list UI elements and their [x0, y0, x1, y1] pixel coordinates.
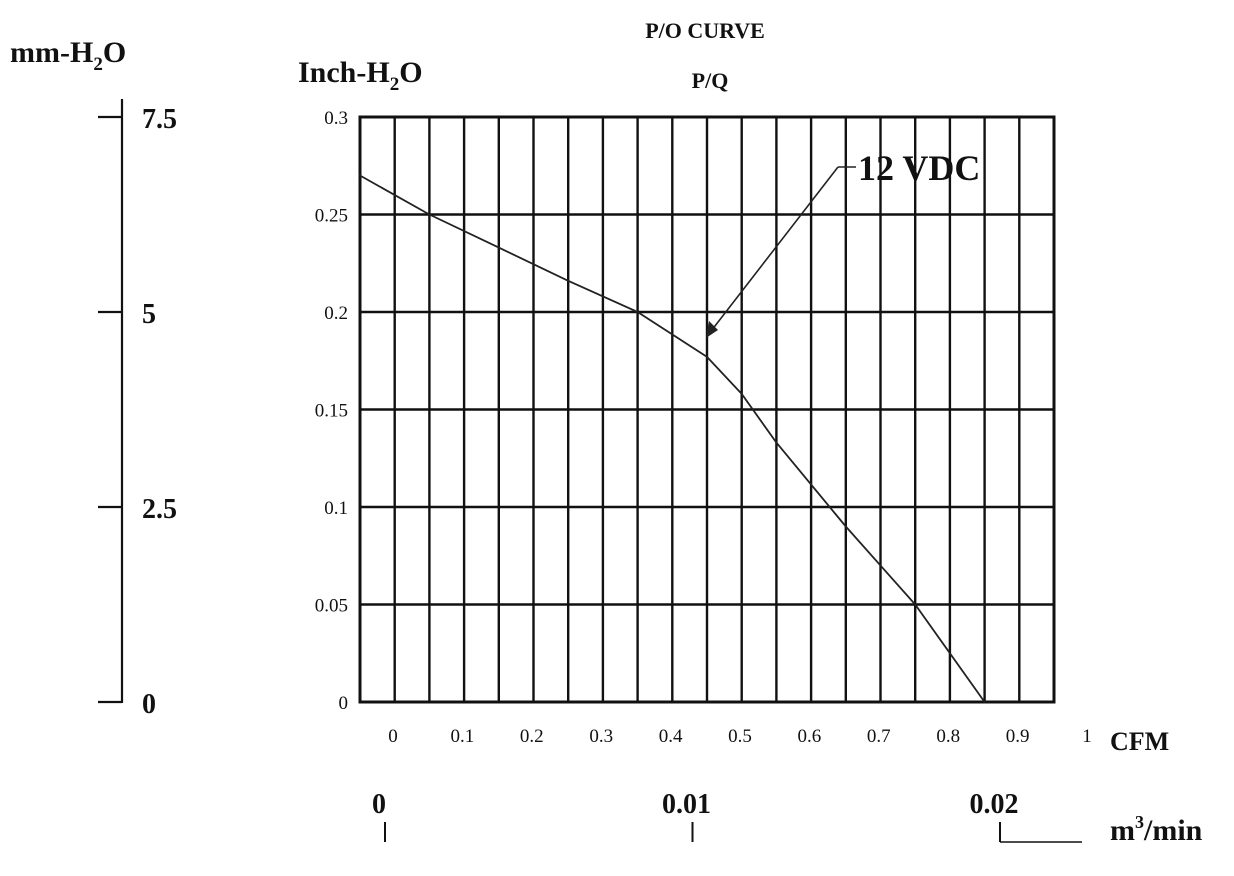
data-point [567, 280, 569, 282]
y-tick-label: 0 [339, 693, 349, 714]
secondary-y-tick-label: 5 [142, 299, 156, 330]
x-axis-label: CFM [1110, 727, 1169, 756]
series-annotation-label: 12 VDC [858, 148, 980, 188]
x-tick-label: 0.9 [1006, 726, 1030, 747]
x-tick-label: 0.2 [520, 726, 544, 747]
data-point [498, 246, 500, 249]
y-axis-label: Inch-H2O [298, 56, 423, 95]
x-tick-label: 0.7 [867, 726, 891, 747]
x-tick-label: 0.5 [728, 726, 752, 747]
secondary-x-axis-label: m3/min [1110, 812, 1203, 847]
secondary-y-tick-label: 7.5 [142, 104, 177, 135]
y-tick-label: 0.1 [324, 498, 348, 519]
secondary-y-axis-label: mm-H2O [10, 36, 126, 75]
data-point [845, 525, 847, 528]
chart-subtitle: P/Q [692, 68, 729, 93]
x-tick-label: 0.8 [936, 726, 960, 747]
x-tick-label: 0.6 [798, 726, 822, 747]
secondary-x-tick-label: 0.01 [662, 789, 711, 820]
data-point [636, 311, 639, 313]
secondary-x-tick-label: 0 [372, 789, 386, 820]
y-tick-label: 0.2 [324, 303, 348, 324]
y-tick-label: 0.25 [315, 206, 348, 227]
series-layer [359, 174, 986, 703]
secondary-x-tick-label: 0.02 [970, 789, 1019, 820]
secondary-y-tick-label: 2.5 [142, 494, 177, 525]
data-point [359, 174, 361, 177]
data-point [740, 393, 743, 395]
secondary-y-tick-label: 0 [142, 689, 156, 720]
data-point [914, 603, 916, 606]
y-tick-label: 0.15 [315, 401, 348, 422]
chart-title: P/O CURVE [645, 18, 765, 43]
axis-ticks: 0 0.1 0.2 0.3 0.4 0.5 0.6 0.7 0.8 0.9 1 0 0.05 0.1 0.1… [98, 99, 1092, 843]
x-tick-label: 1 [1082, 726, 1092, 747]
annotation-leader-line [707, 166, 839, 336]
annotation-arrowhead [706, 321, 718, 338]
y-tick-label: 0.3 [324, 108, 348, 129]
x-tick-label: 0.1 [451, 726, 475, 747]
x-tick-label: 0 [388, 726, 398, 747]
y-tick-label: 0.05 [315, 596, 348, 617]
data-point [775, 441, 778, 444]
grid [358, 115, 1056, 704]
x-tick-label: 0.4 [659, 726, 683, 747]
data-point [983, 701, 986, 703]
data-point [706, 356, 708, 358]
data-point [428, 213, 431, 216]
x-tick-label: 0.3 [589, 726, 613, 747]
